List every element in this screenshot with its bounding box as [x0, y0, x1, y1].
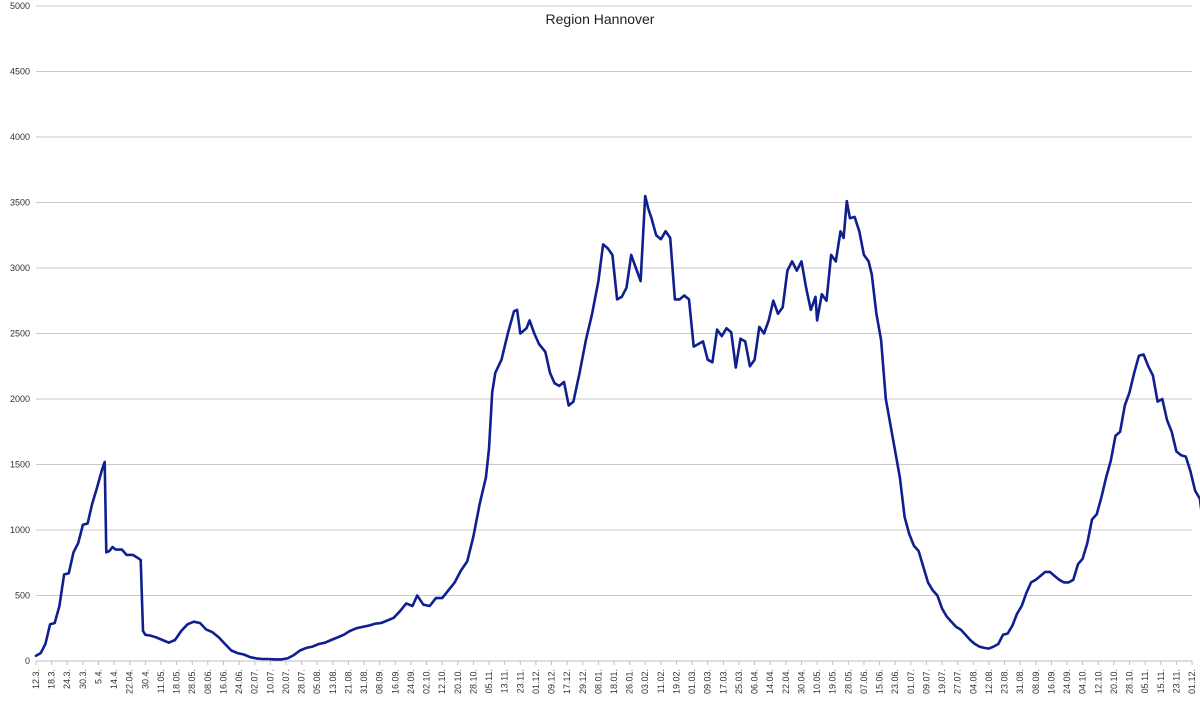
x-tick-label: 05.08.: [312, 669, 322, 694]
x-tick-label: 16.09.: [390, 669, 400, 694]
x-tick-label: 12.10.: [437, 669, 447, 694]
x-tick-label: 14.4.: [109, 669, 119, 689]
x-tick-label: 15.06.: [875, 669, 885, 694]
x-tick-label: 23.11.: [1171, 669, 1181, 693]
y-tick-label: 4500: [10, 67, 30, 77]
x-tick-label: 12.10.: [1093, 669, 1103, 694]
y-tick-label: 3000: [10, 263, 30, 273]
x-tick-label: 30.3.: [78, 669, 88, 689]
x-tick-label: 20.10.: [1109, 669, 1119, 694]
x-tick-label: 02.10.: [422, 669, 432, 694]
y-tick-label: 2500: [10, 329, 30, 339]
x-tick-label: 05.11.: [484, 669, 494, 693]
x-tick-label: 01.03.: [687, 669, 697, 694]
x-tick-label: 06.04.: [750, 669, 760, 694]
x-tick-label: 17.03.: [718, 669, 728, 694]
x-tick-label: 08.09.: [375, 669, 385, 694]
x-tick-label: 08.01.: [593, 669, 603, 694]
x-tick-label: 20.10.: [453, 669, 463, 694]
x-tick-label: 23.08.: [1000, 669, 1010, 694]
x-tick-label: 19.05.: [828, 669, 838, 694]
x-tick-label: 09.12.: [547, 669, 557, 694]
x-tick-label: 18.3.: [47, 669, 57, 689]
x-tick-label: 07.06.: [859, 669, 869, 694]
x-tick-label: 17.12.: [562, 669, 572, 694]
x-tick-label: 16.09.: [1046, 669, 1056, 694]
x-tick-label: 28.10.: [468, 669, 478, 694]
x-tick-label: 18.05.: [172, 669, 182, 694]
y-tick-label: 3500: [10, 198, 30, 208]
x-tick-label: 13.08.: [328, 669, 338, 694]
x-tick-label: 19.07.: [937, 669, 947, 694]
x-tick-label: 22.04.: [781, 669, 791, 694]
y-tick-label: 500: [15, 591, 30, 601]
x-tick-label: 22.04.: [125, 669, 135, 694]
y-tick-label: 5000: [10, 1, 30, 11]
x-tick-label: 31.08.: [1015, 669, 1025, 694]
x-tick-label: 09.07.: [921, 669, 931, 694]
x-tick-label: 10.07.: [265, 669, 275, 694]
x-tick-label: 27.07.: [953, 669, 963, 694]
gridlines: [36, 5, 1192, 662]
x-tick-label: 23.06.: [890, 669, 900, 694]
x-tick-label: 28.05.: [843, 669, 853, 694]
x-axis-tick-labels: 12.3. 18.3. 24.3. 30.3. 5.4. 14.4. 22.04. 30.4.…: [31, 661, 1197, 694]
x-tick-label: 01.12.: [531, 669, 541, 694]
x-tick-label: 10.05.: [812, 669, 822, 694]
x-tick-label: 15.11.: [1156, 669, 1166, 693]
series-line-0: [34, 194, 1200, 661]
x-tick-label: 08.09.: [1031, 669, 1041, 694]
x-tick-label: 21.08.: [343, 669, 353, 694]
y-axis-tick-labels: 0 500 1000 1500 2000 2500 3000 3500 4000 4500 5000: [10, 1, 30, 666]
x-tick-label: 12.08.: [984, 669, 994, 694]
x-tick-label: 31.08.: [359, 669, 369, 694]
x-tick-label: 29.12.: [578, 669, 588, 694]
x-tick-label: 24.3.: [62, 669, 72, 689]
x-tick-label: 01.12.: [1187, 669, 1197, 694]
x-tick-label: 24.09.: [406, 669, 416, 694]
x-tick-label: 04.10.: [1078, 669, 1088, 694]
x-tick-label: 04.08.: [968, 669, 978, 694]
x-tick-label: 24.06.: [234, 669, 244, 694]
x-tick-label: 26.01.: [625, 669, 635, 694]
x-tick-label: 13.11.: [500, 669, 510, 693]
x-tick-label: 23.11.: [515, 669, 525, 693]
x-tick-label: 5.4.: [93, 669, 103, 684]
x-tick-label: 11.02.: [656, 669, 666, 693]
y-tick-label: 2000: [10, 394, 30, 404]
x-tick-label: 09.03.: [703, 669, 713, 694]
x-tick-label: 14.04.: [765, 669, 775, 694]
x-tick-label: 28.10.: [1125, 669, 1135, 694]
x-tick-label: 20.07.: [281, 669, 291, 694]
x-tick-label: 05.11.: [1140, 669, 1150, 693]
x-tick-label: 30.4.: [140, 669, 150, 689]
y-tick-label: 0: [25, 656, 30, 666]
x-tick-label: 08.06.: [203, 669, 213, 694]
x-tick-label: 18.01.: [609, 669, 619, 694]
x-tick-label: 02.07.: [250, 669, 260, 694]
x-tick-label: 16.06.: [218, 669, 228, 694]
x-tick-label: 01.07.: [906, 669, 916, 694]
x-tick-label: 12.3.: [31, 669, 41, 689]
series-layer: [34, 194, 1200, 661]
x-tick-label: 30.04.: [796, 669, 806, 694]
x-tick-label: 19.02.: [671, 669, 681, 694]
x-tick-label: 03.02.: [640, 669, 650, 694]
x-tick-label: 24.09.: [1062, 669, 1072, 694]
x-tick-label: 25.03.: [734, 669, 744, 694]
y-tick-label: 1000: [10, 525, 30, 535]
x-tick-label: 28.07.: [297, 669, 307, 694]
chart-title: Region Hannover: [546, 11, 655, 27]
x-tick-label: 11.05.: [156, 669, 166, 693]
y-tick-label: 4000: [10, 132, 30, 142]
y-tick-label: 1500: [10, 460, 30, 470]
x-tick-label: 28.05.: [187, 669, 197, 694]
